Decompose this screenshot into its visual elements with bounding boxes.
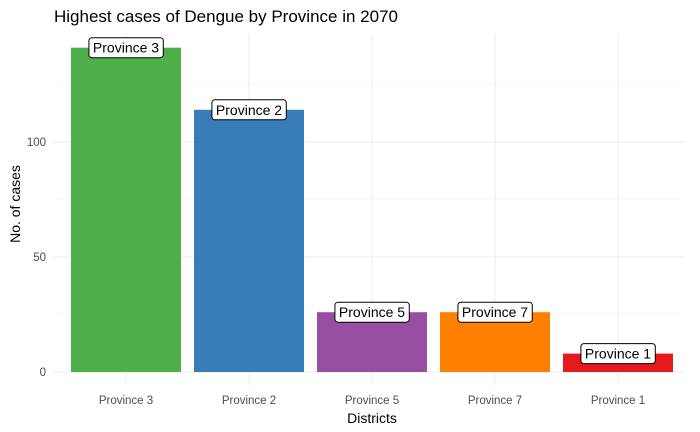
- data-label-box: [580, 343, 656, 365]
- y-tick-label: 100: [27, 137, 46, 149]
- chart-title: Highest cases of Dengue by Province in 2…: [54, 7, 398, 26]
- data-label-box: [88, 37, 164, 59]
- bars: [71, 47, 673, 373]
- data-label: Province 7: [457, 301, 533, 323]
- x-tick-label: Province 7: [468, 395, 522, 407]
- x-tick-label: Province 1: [591, 395, 645, 407]
- data-label: Province 2: [211, 99, 287, 121]
- data-label-text: Province 2: [216, 102, 282, 118]
- data-label-text: Province 5: [339, 304, 405, 320]
- data-label-box: [211, 99, 287, 121]
- data-label: Province 3: [88, 37, 164, 59]
- data-label-text: Province 3: [93, 40, 159, 56]
- data-label: Province 1: [580, 343, 656, 365]
- data-label-text: Province 7: [462, 304, 528, 320]
- x-tick-label: Province 3: [99, 395, 153, 407]
- data-label-box: [334, 301, 410, 323]
- bar-province-3: [71, 47, 181, 372]
- y-tick-label: 50: [33, 252, 46, 264]
- x-tick-label: Province 2: [222, 395, 276, 407]
- data-label: Province 5: [334, 301, 410, 323]
- data-label-box: [457, 301, 533, 323]
- y-axis-ticks: 0 50 100: [27, 137, 46, 379]
- data-labels: Province 3 Province 2 Province 5 Province 7…: [88, 37, 656, 365]
- x-axis-title: Districts: [347, 410, 397, 426]
- bar-province-2: [194, 109, 304, 373]
- y-axis-title: No. of cases: [7, 165, 23, 243]
- data-label-text: Province 1: [585, 346, 651, 362]
- x-tick-label: Province 5: [345, 395, 399, 407]
- y-tick-label: 0: [40, 367, 46, 379]
- x-axis-ticks: Province 3 Province 2 Province 5 Province 7…: [99, 395, 645, 407]
